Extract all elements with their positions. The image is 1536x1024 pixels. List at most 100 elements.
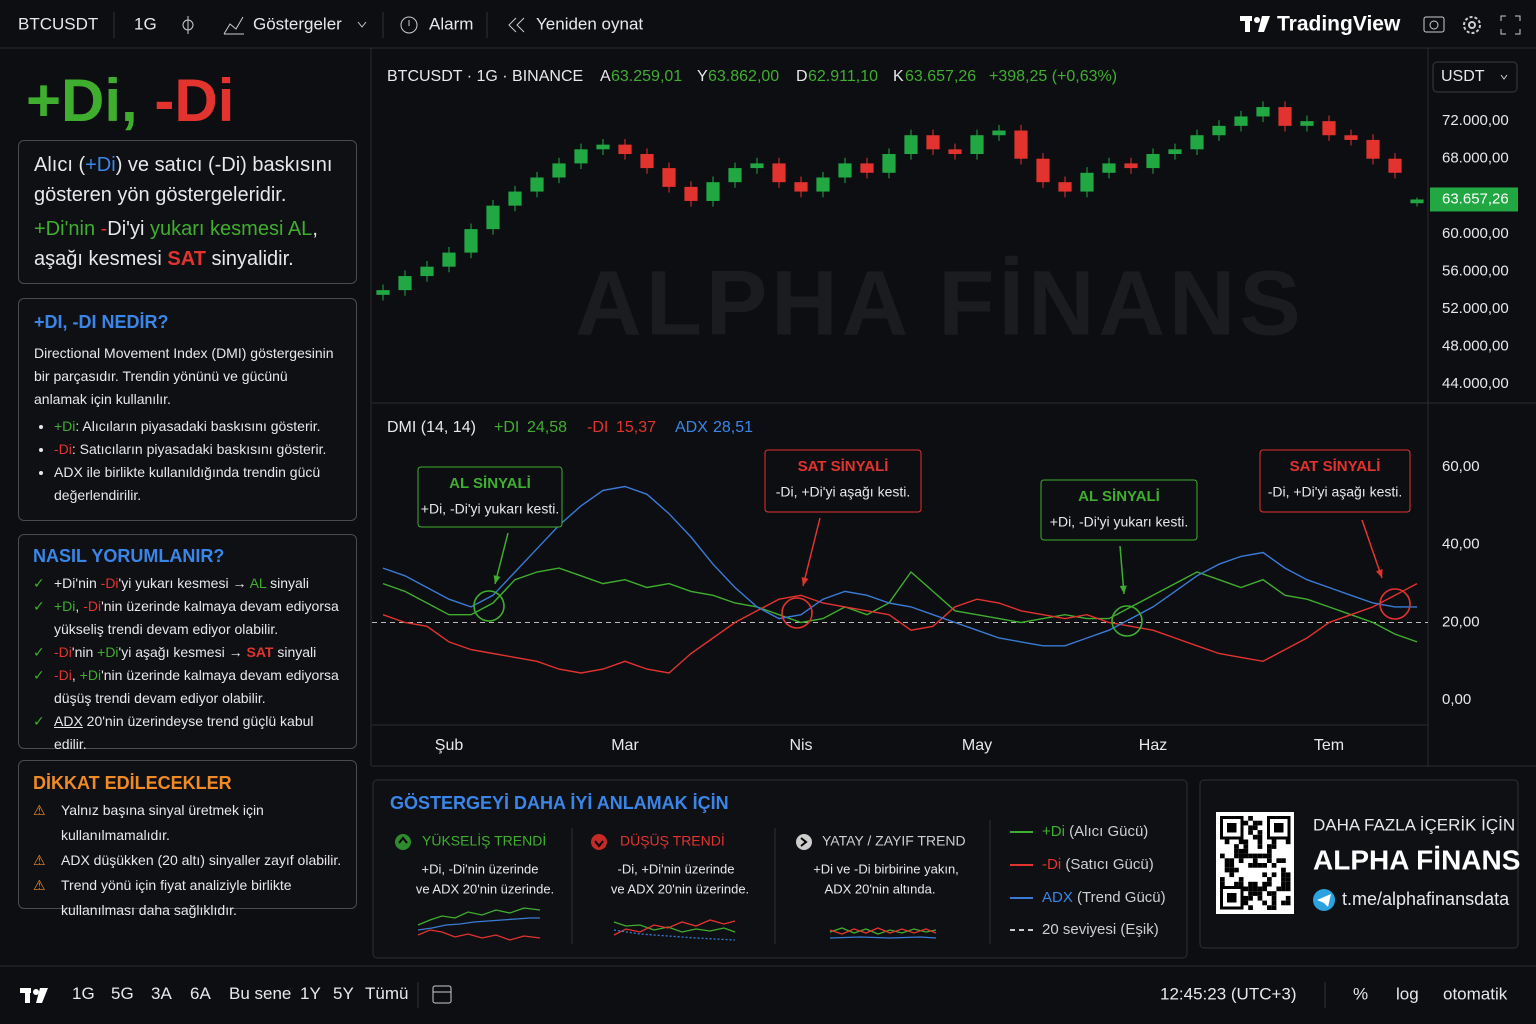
chevron[interactable] [357, 21, 367, 28]
qr-cell [1243, 895, 1249, 901]
qr-cell [1271, 900, 1277, 906]
qr-finder [1220, 816, 1244, 840]
compare-icon[interactable] [182, 16, 194, 34]
text: 'nin üzerinde kalmaya devam ediyorsa yük… [54, 598, 343, 637]
symbol[interactable]: BTCUSDT [18, 14, 98, 33]
alarm-button[interactable]: Alarm [429, 14, 473, 33]
qr-cell [1257, 853, 1263, 859]
candle-body [882, 154, 896, 173]
qr-cell [1257, 830, 1263, 835]
range-button[interactable]: 6A [190, 984, 211, 1003]
qr-cell [1267, 905, 1272, 910]
y-tick-label: 52.000,00 [1442, 300, 1509, 317]
qr-cell [1271, 872, 1277, 878]
qr-cell [1281, 867, 1286, 873]
range-button[interactable]: 5G [111, 984, 134, 1003]
qr-cell [1238, 853, 1244, 859]
range-button[interactable]: 3A [151, 984, 172, 1003]
x-tick-label: Haz [1139, 737, 1167, 754]
qr-cell [1267, 891, 1272, 896]
down-icon [594, 840, 604, 848]
intro-line: gösteren yön göstergeleridir. [34, 184, 287, 206]
range-button[interactable]: 1Y [300, 984, 321, 1003]
tv-logo[interactable] [20, 988, 48, 1003]
candle-body [860, 163, 874, 173]
range-button[interactable]: 5Y [333, 984, 354, 1003]
guide-col-title: DÜŞÜŞ TRENDİ [620, 832, 725, 849]
replay-button[interactable]: Yeniden oynat [536, 14, 643, 33]
candle-body [1058, 182, 1072, 192]
bullet-list: +Di: Alıcıların piyasadaki baskısını gös… [34, 415, 341, 507]
candle-body [376, 290, 390, 295]
text: sinyali [266, 575, 309, 591]
candle-body [684, 186, 698, 201]
qr-cell [1276, 858, 1282, 863]
legend-key: K [893, 68, 904, 85]
qr-cell [1252, 820, 1258, 826]
qr-cell [1224, 839, 1230, 845]
camera-icon[interactable] [1423, 16, 1445, 33]
percent-toggle[interactable]: % [1353, 984, 1368, 1003]
candle-body [794, 182, 808, 192]
telegram-icon[interactable] [1317, 894, 1331, 907]
qr-cell [1238, 858, 1244, 863]
brand[interactable]: TradingView [1277, 13, 1401, 36]
text: , [312, 218, 318, 240]
guide-col-text: ve ADX 20'nin üzerinde. [611, 881, 749, 896]
dmi-legend-value: 28,51 [713, 419, 753, 436]
candle-body [1102, 163, 1116, 173]
chevron[interactable] [1500, 74, 1508, 80]
text: +Di [97, 644, 119, 660]
text: SAT [167, 248, 206, 270]
check-item: ✓ ADX 20'nin üzerindeyse trend güçlü kabu… [33, 713, 318, 752]
legend-desc: (Alıcı Gücü) [1065, 823, 1148, 840]
main-title: +Di, -Di [26, 66, 234, 136]
guide-col-title: YÜKSELİŞ TRENDİ [422, 832, 546, 849]
text: yukarı kesmesi AL [150, 218, 313, 240]
currency-button[interactable] [1432, 61, 1518, 93]
candle-body [1366, 139, 1380, 159]
dmi-title: DMI (14, 14) [387, 419, 476, 436]
settings-icon[interactable] [1463, 16, 1481, 34]
alarm-icon[interactable] [400, 16, 418, 34]
range-button[interactable]: Tümü [365, 984, 409, 1003]
text: +Di [79, 667, 102, 683]
qr-pattern [1220, 816, 1291, 910]
fullscreen-icon[interactable] [1500, 15, 1521, 35]
log-toggle[interactable]: log [1396, 984, 1419, 1003]
candle-body [1388, 158, 1402, 173]
brand-logo[interactable] [1240, 16, 1270, 32]
qr-cell [1271, 863, 1277, 868]
qr-cell [1248, 886, 1253, 892]
annotation-arrowhead [1375, 569, 1383, 578]
replay-icon[interactable] [508, 17, 525, 33]
currency[interactable]: USDT [1441, 68, 1485, 85]
qr-cell [1271, 905, 1277, 910]
candle-body [1014, 130, 1028, 159]
qr-cell [1262, 886, 1267, 892]
qr-cell [1281, 872, 1286, 878]
candle-body [1124, 163, 1138, 169]
range-bar: 1G 5G 3A 6A Bu sene 1Y 5Y Tümü [58, 984, 418, 1008]
y-tick-label: 56.000,00 [1442, 262, 1509, 279]
indicators-icon[interactable] [223, 16, 244, 35]
calendar-icon[interactable] [432, 985, 452, 1004]
qr-cell [1252, 881, 1258, 887]
interval[interactable]: 1G [134, 14, 157, 33]
qr-cell [1229, 867, 1235, 873]
legend-key: Y [697, 68, 708, 85]
range-button[interactable]: Bu sene [229, 984, 292, 1003]
qr-cell [1267, 848, 1272, 854]
qr-cell [1262, 900, 1267, 906]
text: Trend yönü için fiyat analiziyle birlikt… [61, 877, 292, 918]
indicators-button[interactable]: Göstergeler [253, 14, 342, 33]
qr-finder [1274, 823, 1284, 833]
text: -Di [83, 598, 102, 614]
auto-toggle[interactable]: otomatik [1443, 984, 1508, 1003]
qr-cell [1285, 872, 1291, 878]
up-icon [398, 836, 408, 844]
promo-link[interactable]: t.me/alphafinansdata [1342, 889, 1510, 909]
intro-line: Alıcı (+Di) ve satıcı (-Di) baskısını [34, 150, 341, 180]
range-button[interactable]: 1G [72, 984, 95, 1003]
